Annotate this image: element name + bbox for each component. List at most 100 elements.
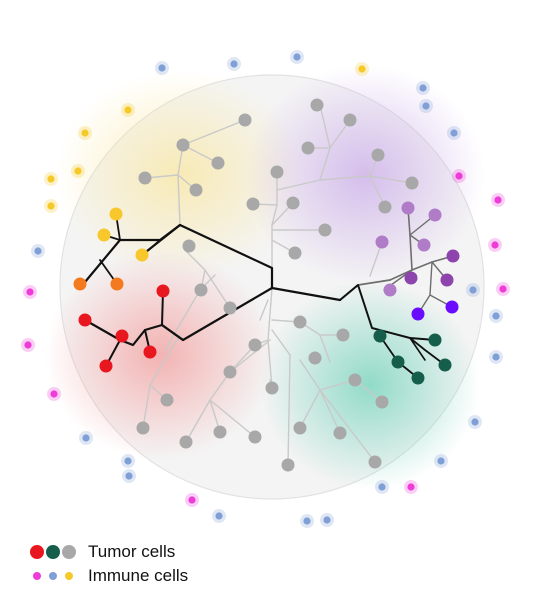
immune-cell-blue-11 xyxy=(121,454,135,468)
tumor-cell-gray-18 xyxy=(248,338,262,352)
tumor-cell-gray-10 xyxy=(246,197,260,211)
immune-cell-yellow-4 xyxy=(71,164,85,178)
immune-cell-blue-3 xyxy=(416,81,430,95)
branch-green-c xyxy=(409,337,426,361)
branch-red-d xyxy=(161,324,184,341)
branch-gray-11 xyxy=(369,175,413,184)
immune-cell-magenta-2 xyxy=(488,238,502,252)
immune-cell-blue-10 xyxy=(79,431,93,445)
tumor-cell-gray-30 xyxy=(368,455,382,469)
immune-cell-magenta-7 xyxy=(404,480,418,494)
tumor-cell-gray-17 xyxy=(293,315,307,329)
immune-swatch-blue xyxy=(49,572,57,580)
branch-gray-16 xyxy=(271,329,291,356)
tumor-cell-gray-15 xyxy=(194,283,208,297)
tumor-cell-gray-19 xyxy=(265,381,279,395)
tumor-cell-gray-27 xyxy=(248,430,262,444)
tumor-cell-lilac-4 xyxy=(383,283,397,297)
tumor-cell-lilac-0 xyxy=(401,201,415,215)
tumor-cell-gray-25 xyxy=(179,435,193,449)
tumor-cell-yellow-2 xyxy=(135,248,149,262)
immune-cell-magenta-0 xyxy=(452,169,466,183)
tumor-cell-gray-35 xyxy=(378,200,392,214)
tumor-cell-green-1 xyxy=(428,333,442,347)
immune-cell-blue-0 xyxy=(155,61,169,75)
tumor-cell-yellow-0 xyxy=(109,207,123,221)
immune-cell-blue-2 xyxy=(290,50,304,64)
tumor-cell-gray-8 xyxy=(301,141,315,155)
tumor-cell-gray-28 xyxy=(293,421,307,435)
tumor-cell-gray-13 xyxy=(288,246,302,260)
branch-gray-40 xyxy=(319,389,376,463)
tumor-cell-lilac-2 xyxy=(375,235,389,249)
immune-cell-yellow-3 xyxy=(44,172,58,186)
tumor-cell-green-3 xyxy=(411,371,425,385)
branch-gray-37 xyxy=(319,334,331,363)
tumor-cell-gray-3 xyxy=(176,138,190,152)
immune-cell-blue-18 xyxy=(468,415,482,429)
tumor-legend-label: Tumor cells xyxy=(88,542,176,561)
tumor-cell-red-2 xyxy=(115,329,129,343)
immune-cell-yellow-2 xyxy=(121,103,135,117)
tumor-cell-red-3 xyxy=(143,345,157,359)
tumor-cell-green-2 xyxy=(391,355,405,369)
tumor-cell-gray-26 xyxy=(213,425,227,439)
branch-trunk-yellow xyxy=(83,223,182,284)
immune-cell-blue-1 xyxy=(227,57,241,71)
tumor-cell-red-0 xyxy=(78,313,92,327)
immune-swatch-yellow xyxy=(65,572,73,580)
tumor-cell-gray-34 xyxy=(405,176,419,190)
immune-cell-magenta-6 xyxy=(47,387,61,401)
tumor-swatch-green xyxy=(46,545,60,559)
tumor-cell-gray-6 xyxy=(189,183,203,197)
tumor-cell-green-0 xyxy=(373,329,387,343)
branch-gray-21 xyxy=(209,399,256,438)
tumor-cell-gray-0 xyxy=(238,113,252,127)
immune-swatches xyxy=(33,572,73,580)
immune-cell-magenta-3 xyxy=(496,282,510,296)
immune-cell-blue-5 xyxy=(447,126,461,140)
tumor-cell-gray-12 xyxy=(318,223,332,237)
immune-cell-blue-8 xyxy=(489,309,503,323)
tumor-cell-gray-20 xyxy=(336,328,350,342)
tumor-cell-gray-1 xyxy=(310,98,324,112)
immune-cell-yellow-0 xyxy=(355,62,369,76)
immune-cell-magenta-4 xyxy=(23,285,37,299)
tumor-cell-gray-31 xyxy=(281,458,295,472)
tumor-cell-gray-9 xyxy=(371,148,385,162)
tumor-cell-purple-0 xyxy=(446,249,460,263)
tumor-cell-gray-23 xyxy=(160,393,174,407)
branch-gray-14 xyxy=(259,299,269,321)
branch-gray-35 xyxy=(182,119,246,146)
tumor-cell-lilac-1 xyxy=(428,208,442,222)
branch-gray-7 xyxy=(319,104,331,149)
tumor-cells xyxy=(73,98,460,472)
immune-cell-magenta-5 xyxy=(21,338,35,352)
tumor-cell-orange-1 xyxy=(110,277,124,291)
branch-gray-39 xyxy=(319,389,341,434)
legend-immune-row: Immune cells xyxy=(30,564,188,588)
immune-cell-yellow-5 xyxy=(44,199,58,213)
immune-cell-blue-15 xyxy=(320,513,334,527)
legend: Tumor cells Immune cells xyxy=(30,540,188,588)
immune-cell-magenta-1 xyxy=(491,193,505,207)
tumor-swatch-gray xyxy=(62,545,76,559)
branch-gray-19 xyxy=(185,399,211,443)
tumor-cell-gray-4 xyxy=(211,156,225,170)
tumor-cell-purple-2 xyxy=(404,271,418,285)
tumor-cell-violet-1 xyxy=(445,300,459,314)
branch-gray-17 xyxy=(287,354,291,466)
immune-cell-blue-16 xyxy=(375,480,389,494)
immune-cell-blue-17 xyxy=(434,454,448,468)
tumor-cell-orange-0 xyxy=(73,277,87,291)
branch-gray-13 xyxy=(267,339,273,389)
immune-cell-yellow-1 xyxy=(78,126,92,140)
tumor-cell-gray-21 xyxy=(308,351,322,365)
tumor-cell-purple-1 xyxy=(440,273,454,287)
tumor-cell-gray-5 xyxy=(138,171,152,185)
branch-trunk-green xyxy=(339,284,436,341)
immune-legend-label: Immune cells xyxy=(88,566,189,585)
tumor-cell-gray-16 xyxy=(223,301,237,315)
immune-cell-blue-13 xyxy=(212,509,226,523)
